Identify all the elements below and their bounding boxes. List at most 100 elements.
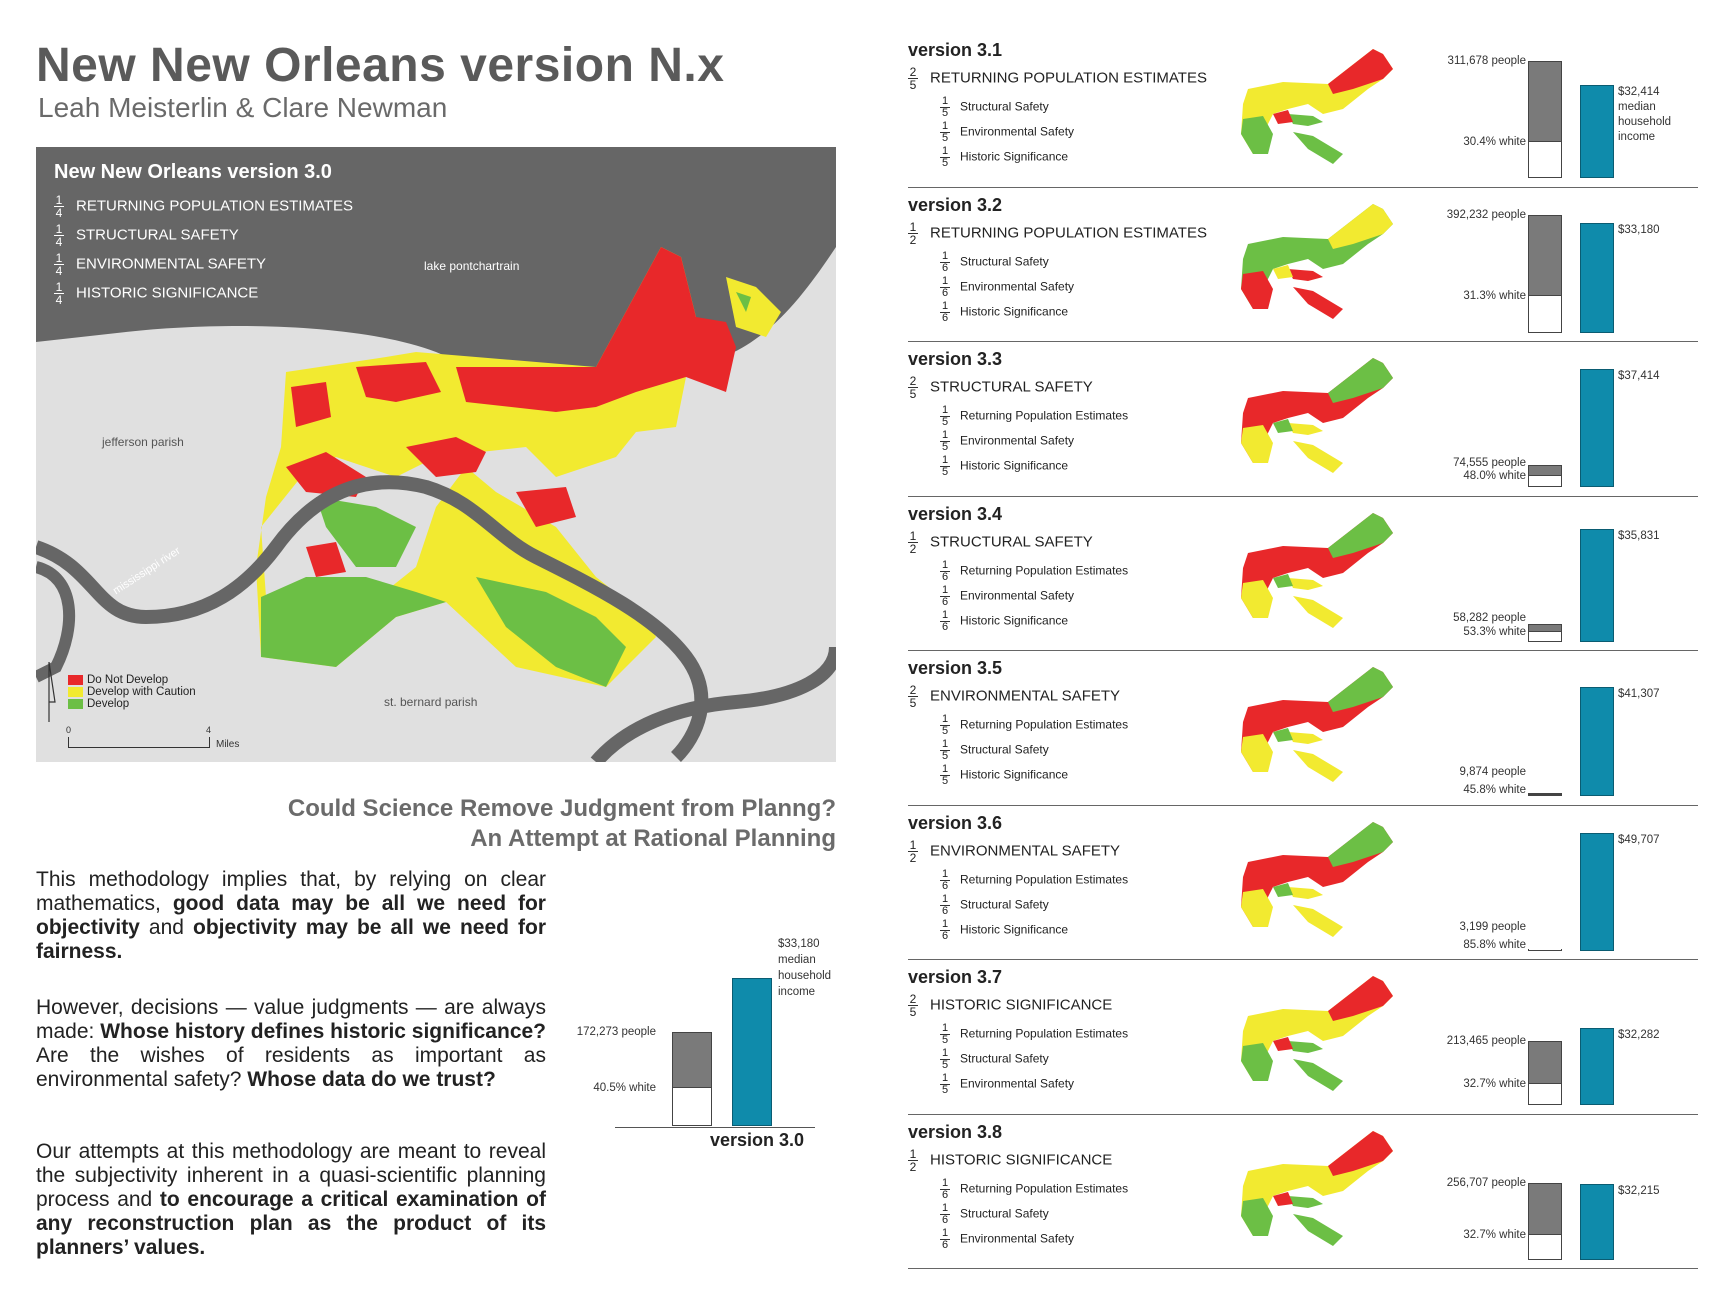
scale-end: 4: [206, 725, 212, 735]
map-graphic: [33, 147, 843, 767]
text-segment: However, decisions — value judgments — a…: [36, 996, 546, 1043]
version-sub-weight: 1 5 Returning Population Estimates: [940, 714, 1128, 737]
version-sub-label: Environmental Safety: [960, 1076, 1075, 1091]
version-mini-map: [1241, 667, 1393, 782]
text-segment: objectivity may be all we need for fairn…: [36, 916, 546, 963]
text-segment: Are the wishes of residents as important…: [36, 1044, 546, 1091]
version-row: version 3.7 2 5 HISTORIC SIGNIFICANCE 1 5 Retu…: [908, 967, 1698, 1115]
version-main-label: ENVIRONMENTAL SAFETY: [930, 841, 1121, 859]
version-sub-label: Structural Safety: [960, 1051, 1049, 1066]
version-row: version 3.1 2 5 RETURNING POPULATION ESTIMA…: [908, 40, 1698, 188]
version-sub-label: Structural Safety: [960, 742, 1049, 757]
income-label: $35,831: [1618, 529, 1660, 544]
v30-income-bar: [732, 978, 772, 1126]
version-sub-label: Returning Population Estimates: [960, 408, 1129, 423]
people-label: 9,874 people: [1459, 766, 1526, 778]
text-segment: good data may be all we need for objecti…: [36, 892, 546, 939]
legend-yellow-swatch: [68, 686, 83, 697]
people-label: 74,555 people: [1453, 457, 1526, 469]
version-mini-map: [1241, 976, 1393, 1091]
version-sub-weight: 1 5 Historic Significance: [940, 764, 1068, 787]
income-bar: [1580, 369, 1614, 487]
version-sub-weight: 1 5 Structural Safety: [940, 96, 1049, 119]
income-value: $33,180: [1618, 223, 1660, 236]
version-sub-weight: 1 6 Historic Significance: [940, 918, 1068, 942]
version-sub-weight: 1 5 Returning Population Estimates: [940, 1023, 1128, 1046]
map-weight-row: 1 4 RETURNING POPULATION ESTIMATES: [54, 194, 353, 219]
white-label: 30.4% white: [1463, 136, 1526, 148]
version-mini-map: [1241, 821, 1393, 937]
version-main-label: HISTORIC SIGNIFICANCE: [930, 996, 1113, 1014]
version-sub-weight: 1 6 Returning Population Estimates: [940, 558, 1128, 583]
income-label: $32,414 median household income: [1618, 85, 1671, 145]
page-title: New New Orleans version N.x: [36, 39, 725, 92]
population-bar: [1528, 793, 1562, 795]
version-sub-label: Environmental Safety: [960, 279, 1075, 294]
population-bar: [1528, 1041, 1562, 1084]
v30-income-line: $33,180: [778, 938, 820, 950]
version-sub-label: Historic Significance: [960, 149, 1069, 164]
question-heading: Could Science Remove Judgment from Plann…: [288, 794, 836, 854]
text-segment: and: [139, 916, 193, 939]
version-sub-weight: 1 6 Structural Safety: [940, 892, 1049, 917]
version-sub-label: Structural Safety: [960, 99, 1049, 114]
v30-chart: 172,273 people 40.5% white $33,180 median…: [560, 930, 840, 1160]
income-bar: [1580, 832, 1614, 951]
white-label: 32.7% white: [1463, 1228, 1526, 1241]
version-mini-map: [1241, 1130, 1393, 1246]
text-segment: to encourage a critical examination of a…: [36, 1188, 546, 1259]
version-main-label: RETURNING POPULATION ESTIMATES: [930, 223, 1207, 241]
version-sub-label: Historic Significance: [960, 613, 1069, 628]
scale-bar: 0 4 Miles: [66, 725, 246, 755]
income-extra-line: household: [1618, 116, 1672, 128]
white-label: 53.3% white: [1463, 625, 1526, 638]
people-label: 256,707 people: [1446, 1176, 1526, 1189]
version-mini-map: [1241, 49, 1393, 164]
version-main-label: HISTORIC SIGNIFICANCE: [930, 1150, 1113, 1168]
authors: Leah Meisterlin & Clare Newman: [38, 92, 448, 123]
white-share-bar: [1528, 631, 1562, 642]
map-legend: Do Not Develop Develop with Caution Deve…: [68, 674, 196, 710]
population-bar: [1528, 61, 1562, 142]
version-main-weight: 2 5 ENVIRONMENTAL SAFETY: [908, 684, 1120, 709]
version-main-label: ENVIRONMENTAL SAFETY: [930, 687, 1121, 705]
text-segment: This methodology implies that, by relyin…: [36, 868, 546, 915]
version-row: version 3.5 2 5 ENVIRONMENTAL SAFETY 1 5 Retur…: [908, 658, 1698, 806]
income-value: $49,707: [1618, 833, 1660, 846]
map-title: New New Orleans version 3.0: [54, 161, 332, 183]
v30-income-line: household: [778, 970, 832, 982]
version-title: version 3.6: [908, 812, 1003, 833]
white-share-bar: [1528, 795, 1562, 796]
version-sub-weight: 1 6 Environmental Safety: [940, 584, 1074, 608]
version-sub-weight: 1 6 Structural Safety: [940, 1201, 1049, 1226]
version-main-weight: 1 2 RETURNING POPULATION ESTIMATES: [908, 221, 1207, 246]
version-row: version 3.2 1 2 RETURNING POPULATION ESTIMA…: [908, 195, 1698, 342]
income-label: $41,307: [1618, 687, 1660, 702]
version-row: version 3.6 1 2 ENVIRONMENTAL SAFETY 1 6 Retur…: [908, 812, 1698, 960]
version-row: version 3.3 2 5 STRUCTURAL SAFETY 1 5 Returnin…: [908, 349, 1698, 497]
income-value: $32,414: [1618, 86, 1660, 98]
map-weight-row: 1 4 ENVIRONMENTAL SAFETY: [54, 252, 353, 277]
version-row: version 3.8 1 2 HISTORIC SIGNIFICANCE 1 6 Retu…: [908, 1122, 1698, 1269]
version-sub-label: Structural Safety: [960, 1206, 1049, 1221]
jefferson-label: jefferson parish: [102, 435, 184, 449]
lake-label: lake pontchartrain: [424, 259, 520, 273]
